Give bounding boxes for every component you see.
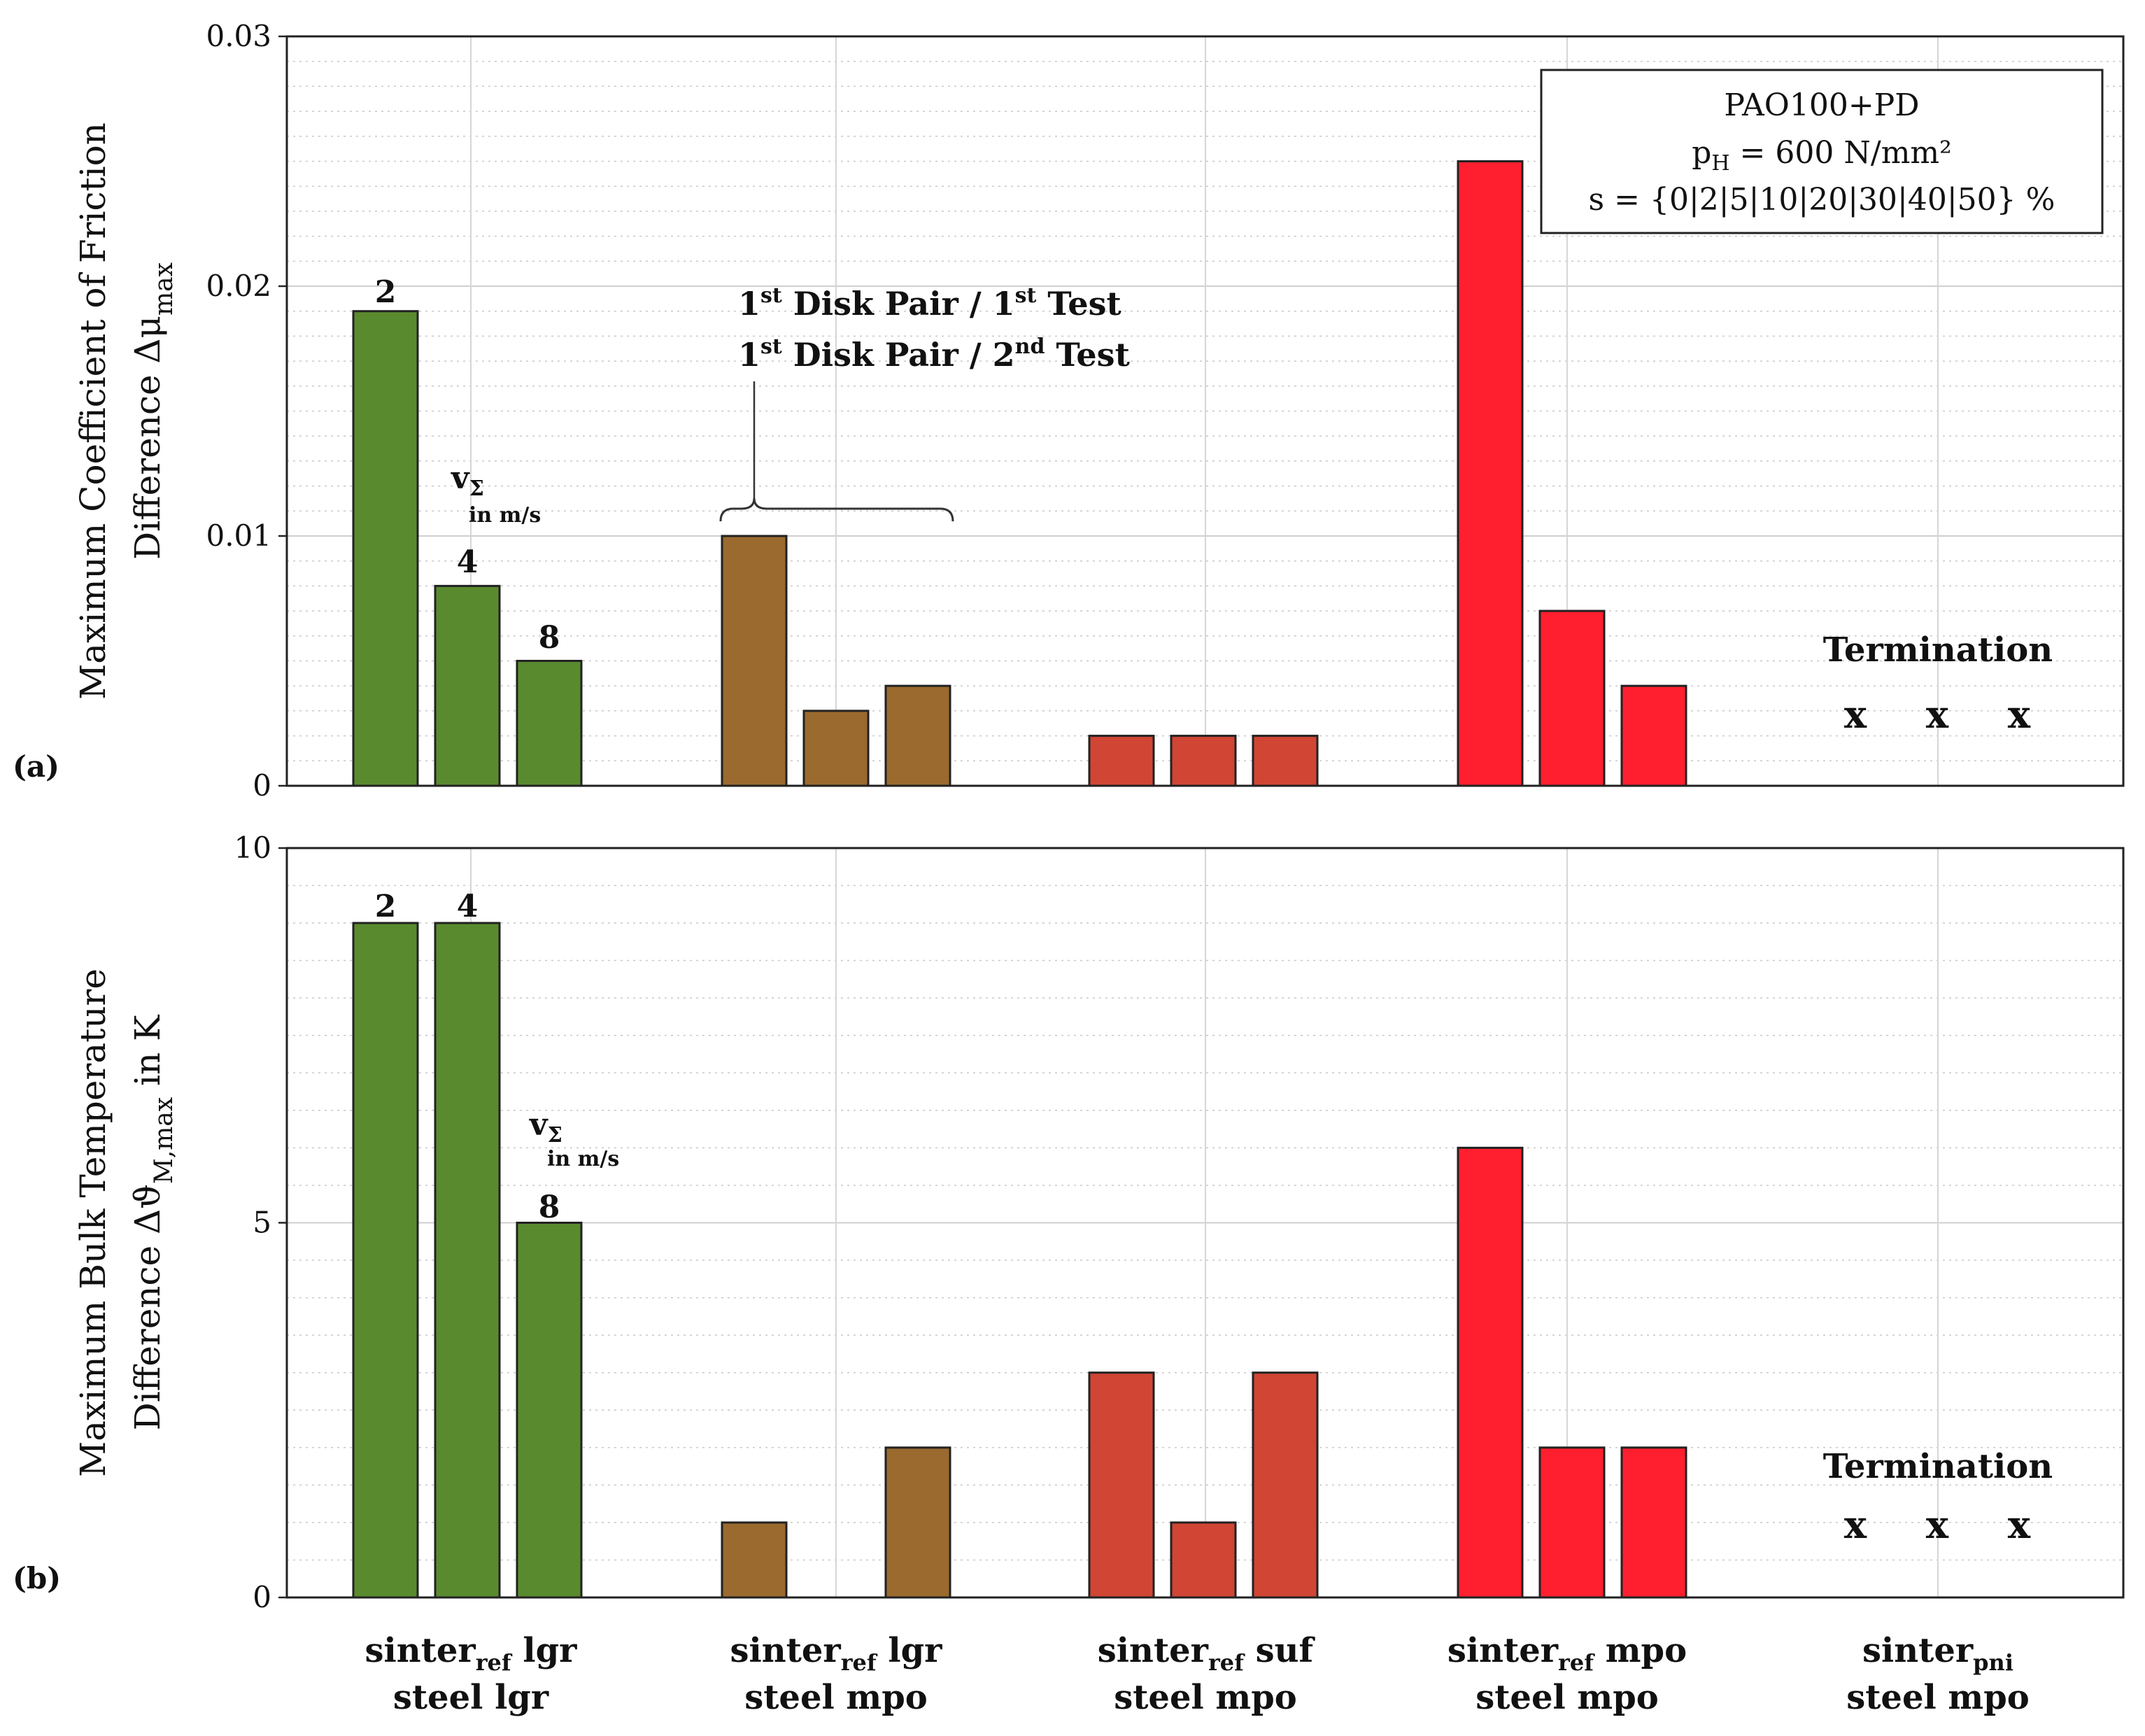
y-axis-title: Maximum Bulk Temperature Difference ΔϑM,m… bbox=[73, 968, 178, 1477]
x-category-line2: steel mpo bbox=[1846, 1678, 2030, 1717]
y-tick-label: 10 bbox=[234, 831, 271, 865]
panel-a: 0 0.01 0.02 0.03 Termination x x x (a) Maximum Co… bbox=[13, 19, 2125, 803]
bar bbox=[1170, 735, 1237, 787]
x-category-line2: steel mpo bbox=[1114, 1678, 1297, 1717]
x-category-line2: steel lgr bbox=[393, 1678, 549, 1717]
y-tick-label: 0.02 bbox=[206, 269, 271, 303]
panel-label: (b) bbox=[13, 1561, 61, 1595]
bar bbox=[884, 1446, 951, 1599]
legend-line3: s = {0|2|5|10|20|30|40|50} % bbox=[1589, 182, 2055, 218]
plot-frame bbox=[285, 847, 2125, 1599]
y-tick-label: 5 bbox=[253, 1206, 271, 1240]
bar bbox=[434, 584, 501, 787]
bar bbox=[1538, 609, 1606, 787]
bar bbox=[352, 310, 419, 787]
speed-unit: in m/s bbox=[547, 1147, 619, 1171]
legend-box bbox=[1540, 69, 2104, 234]
bar bbox=[1620, 1446, 1687, 1599]
x-category-line2: steel mpo bbox=[744, 1678, 928, 1717]
bar-value-label: 4 bbox=[457, 544, 479, 580]
x-category-line1: sinterref lgr bbox=[365, 1631, 578, 1676]
bar bbox=[1170, 1521, 1237, 1599]
x-category-line2: steel mpo bbox=[1475, 1678, 1659, 1717]
bar-value-label: 2 bbox=[375, 274, 397, 310]
y-tick-label: 0.01 bbox=[206, 518, 271, 553]
termination-label: Termination bbox=[1823, 630, 2053, 670]
y-tick-label: 0 bbox=[253, 1580, 271, 1614]
termination-marker: x bbox=[1844, 692, 1867, 737]
bar bbox=[1457, 1146, 1524, 1599]
legend-line2: pH = 600 N/mm² bbox=[1692, 135, 1952, 176]
legend-line1: PAO100+PD bbox=[1724, 87, 1919, 123]
bar bbox=[721, 1521, 788, 1599]
speed-label: vΣ bbox=[529, 1107, 562, 1148]
bar bbox=[884, 684, 951, 787]
termination-label: Termination bbox=[1823, 1447, 2053, 1486]
y-tick-label: 0.03 bbox=[206, 19, 271, 53]
x-category-line1: sinterref lgr bbox=[730, 1631, 943, 1676]
panel-label: (a) bbox=[13, 749, 59, 784]
bar bbox=[434, 922, 501, 1599]
x-category-line1: sinterref mpo bbox=[1447, 1631, 1687, 1676]
termination-marker: x bbox=[2008, 692, 2031, 737]
bar bbox=[516, 1222, 583, 1599]
termination-marker: x bbox=[2008, 1502, 2031, 1547]
bar-value-label: 4 bbox=[457, 889, 479, 924]
termination-marker: x bbox=[1926, 692, 1949, 737]
y-tick-label: 0 bbox=[253, 768, 271, 803]
panel-b: 0 5 10 Termination x x x (b) Maximum Bulk Temper… bbox=[13, 831, 2125, 1614]
bar bbox=[1252, 1371, 1319, 1599]
bar bbox=[1457, 160, 1524, 787]
speed-label: vΣ bbox=[451, 460, 484, 501]
bar bbox=[1620, 684, 1687, 787]
x-category-line1: sinterref suf bbox=[1098, 1631, 1316, 1676]
bar bbox=[1088, 735, 1155, 787]
bar bbox=[352, 922, 419, 1599]
bar-value-label: 8 bbox=[539, 1190, 560, 1225]
test-annotation-line: 1st Disk Pair / 2nd Test bbox=[738, 334, 1131, 374]
bar bbox=[1252, 735, 1319, 787]
bar bbox=[1088, 1371, 1155, 1599]
bar-value-label: 2 bbox=[375, 889, 397, 924]
bar bbox=[721, 535, 788, 787]
bar-value-label: 8 bbox=[539, 620, 560, 656]
termination-marker: x bbox=[1926, 1502, 1949, 1547]
plot-frame bbox=[285, 35, 2125, 787]
termination-marker: x bbox=[1844, 1502, 1867, 1547]
bar bbox=[1538, 1446, 1606, 1599]
bar bbox=[516, 660, 583, 787]
y-axis-title: Maximum Coefficient of Friction Differenc… bbox=[73, 122, 178, 700]
x-category-line1: sinterpni bbox=[1862, 1631, 2013, 1676]
speed-unit: in m/s bbox=[469, 503, 541, 528]
bar bbox=[802, 710, 870, 787]
test-annotation-line: 1st Disk Pair / 1st Test bbox=[738, 283, 1122, 323]
